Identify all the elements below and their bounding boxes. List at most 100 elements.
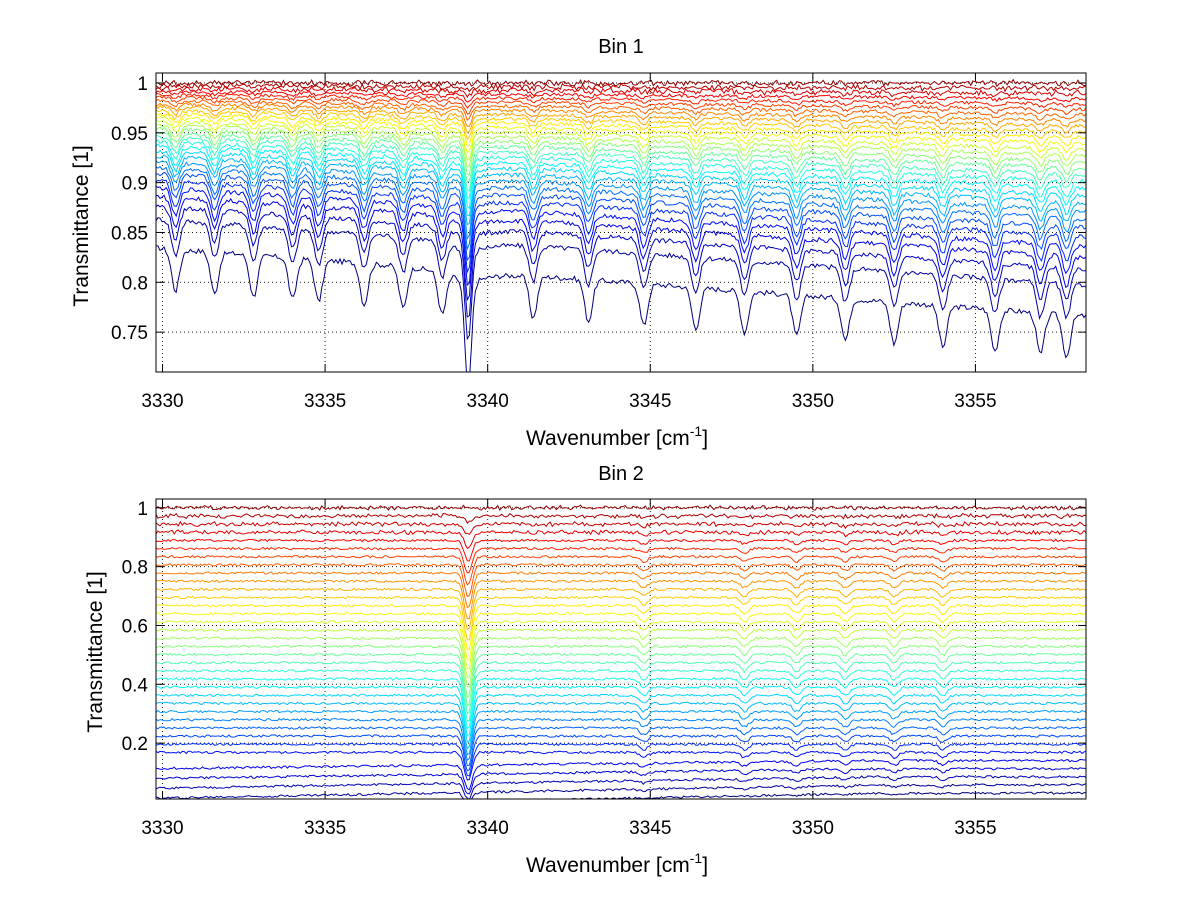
spectrum-series-line <box>156 628 1086 679</box>
spectrum-series-line <box>156 109 1086 141</box>
y-tick-label: 0.95 <box>111 124 148 145</box>
spectrum-series-line <box>156 603 1086 651</box>
spectrum-series-line <box>156 677 1086 730</box>
spectrum-series-line <box>156 245 1086 372</box>
spectrum-series-line <box>156 126 1086 176</box>
x-tick-label: 3345 <box>629 391 671 412</box>
y-tick-label: 1 <box>137 499 148 520</box>
x-tick-label: 3350 <box>792 391 834 412</box>
x-tick-label: 3355 <box>954 818 996 839</box>
spectrum-series-line <box>156 123 1086 168</box>
spectrum-series-line <box>156 644 1086 700</box>
spectrum-series-line <box>156 90 1086 103</box>
chart-title: Bin 2 <box>598 463 644 485</box>
spectrum-series-line <box>156 775 1086 799</box>
chart-bin-1: Bin 1 3330 3335 3340 3345 3350 3355 0.75 0.8 0.… <box>70 36 1087 450</box>
y-axis-label: Transmittance [1] <box>70 145 93 306</box>
spectrum-series-line <box>156 766 1086 795</box>
spectrum-series-line <box>156 143 1086 210</box>
spectrum-series-line <box>513 791 1086 799</box>
x-axis-label-end: ] <box>702 854 708 877</box>
spectrum-series-line <box>156 93 1086 109</box>
x-tick-label: 3335 <box>304 818 346 839</box>
spectrum-series-line <box>156 620 1086 670</box>
spectrum-series-line <box>156 165 1086 251</box>
y-tick-label: 0.4 <box>122 675 149 696</box>
spectrum-series-line <box>156 758 1086 791</box>
x-tick-label: 3330 <box>141 818 183 839</box>
x-axis-label-main: Wavenumber [cm <box>526 854 690 877</box>
x-tick-label: 3340 <box>467 818 509 839</box>
x-tick-label: 3355 <box>954 391 996 412</box>
x-axis-label-superscript: -1 <box>690 423 703 439</box>
spectrum-series-line <box>156 112 1086 147</box>
spectrum-series-line <box>156 563 1086 598</box>
y-tick-label: 0.85 <box>111 223 148 244</box>
spectrum-series-line <box>156 587 1086 631</box>
spectrum-series-line <box>156 693 1086 743</box>
spectrum-series-line <box>156 102 1086 128</box>
spectrum-series-line <box>156 504 1086 511</box>
y-tick-label: 0.2 <box>122 734 148 755</box>
plot-frame <box>155 72 1087 373</box>
y-tick-label: 1 <box>137 74 148 95</box>
y-axis-label: Transmittance [1] <box>84 571 107 732</box>
y-tick-label: 0.6 <box>122 616 148 637</box>
x-tick-label: 3330 <box>141 391 183 412</box>
spectrum-series-line <box>156 742 1086 777</box>
spectrum-series-line <box>156 750 1086 781</box>
spectrum-series-line <box>156 217 1086 341</box>
chart-bin-2: Bin 2 3330 3335 3340 3345 3350 3355 0.2 0.4 0.6… <box>84 463 1087 877</box>
spectrum-series-line <box>156 512 1086 524</box>
spectrum-series-line <box>156 709 1086 756</box>
spectrum-series-line <box>156 717 1086 762</box>
spectrum-series-line <box>156 660 1086 715</box>
spectrum-series-line <box>156 98 1086 121</box>
spectrum-series-line <box>156 159 1086 240</box>
spectrum-series-line <box>156 554 1086 586</box>
spectrum-series-line <box>156 595 1086 641</box>
spectrum-series-line <box>156 179 1086 274</box>
spectrum-series-line <box>156 612 1086 661</box>
spectrum-series-line <box>156 134 1086 192</box>
spectrum-series-line <box>156 85 1086 98</box>
spectrum-series-line <box>156 115 1086 154</box>
spectrum-series-line <box>156 734 1086 772</box>
x-axis-label: Wavenumber [cm-1] <box>526 423 708 450</box>
chart-title: Bin 1 <box>598 36 644 58</box>
spectrum-series-line <box>156 95 1086 115</box>
spectrum-series-line <box>156 538 1086 562</box>
plot-frame <box>155 498 1087 800</box>
spectrum-series-line <box>156 204 1086 318</box>
spectrum-series-line <box>156 78 1086 88</box>
spectrum-series-line <box>156 636 1086 688</box>
spectrum-series-line <box>156 685 1086 737</box>
spectrum-series-line <box>156 579 1086 620</box>
spectrum-series-line <box>156 154 1086 226</box>
spectrum-series-line <box>156 119 1086 162</box>
x-axis-label: Wavenumber [cm-1] <box>526 850 708 877</box>
y-tick-label: 0.9 <box>122 174 148 195</box>
spectrum-series-line <box>156 520 1086 536</box>
spectrum-series-line <box>156 104 1086 134</box>
x-tick-label: 3345 <box>629 818 671 839</box>
spectrum-series-line <box>156 652 1086 707</box>
spectrum-series-line <box>156 131 1086 183</box>
x-tick-label: 3350 <box>792 818 834 839</box>
spectrum-series-line <box>156 171 1086 262</box>
spectrum-series-line <box>156 546 1086 574</box>
spectrum-series-line <box>156 701 1086 750</box>
spectrum-series-line <box>156 571 1086 609</box>
y-tick-label: 0.8 <box>122 273 148 294</box>
x-tick-label: 3335 <box>304 391 346 412</box>
spectrum-series-line <box>156 669 1086 723</box>
x-axis-label-end: ] <box>702 427 708 450</box>
x-tick-label: 3340 <box>467 391 509 412</box>
spectrum-series-line <box>156 528 1086 550</box>
spectrum-series-line <box>156 185 1086 287</box>
x-axis-label-main: Wavenumber [cm <box>526 427 690 450</box>
spectrum-series-line <box>156 149 1086 217</box>
x-axis-label-superscript: -1 <box>690 850 703 866</box>
spectrum-series-line <box>156 194 1086 302</box>
